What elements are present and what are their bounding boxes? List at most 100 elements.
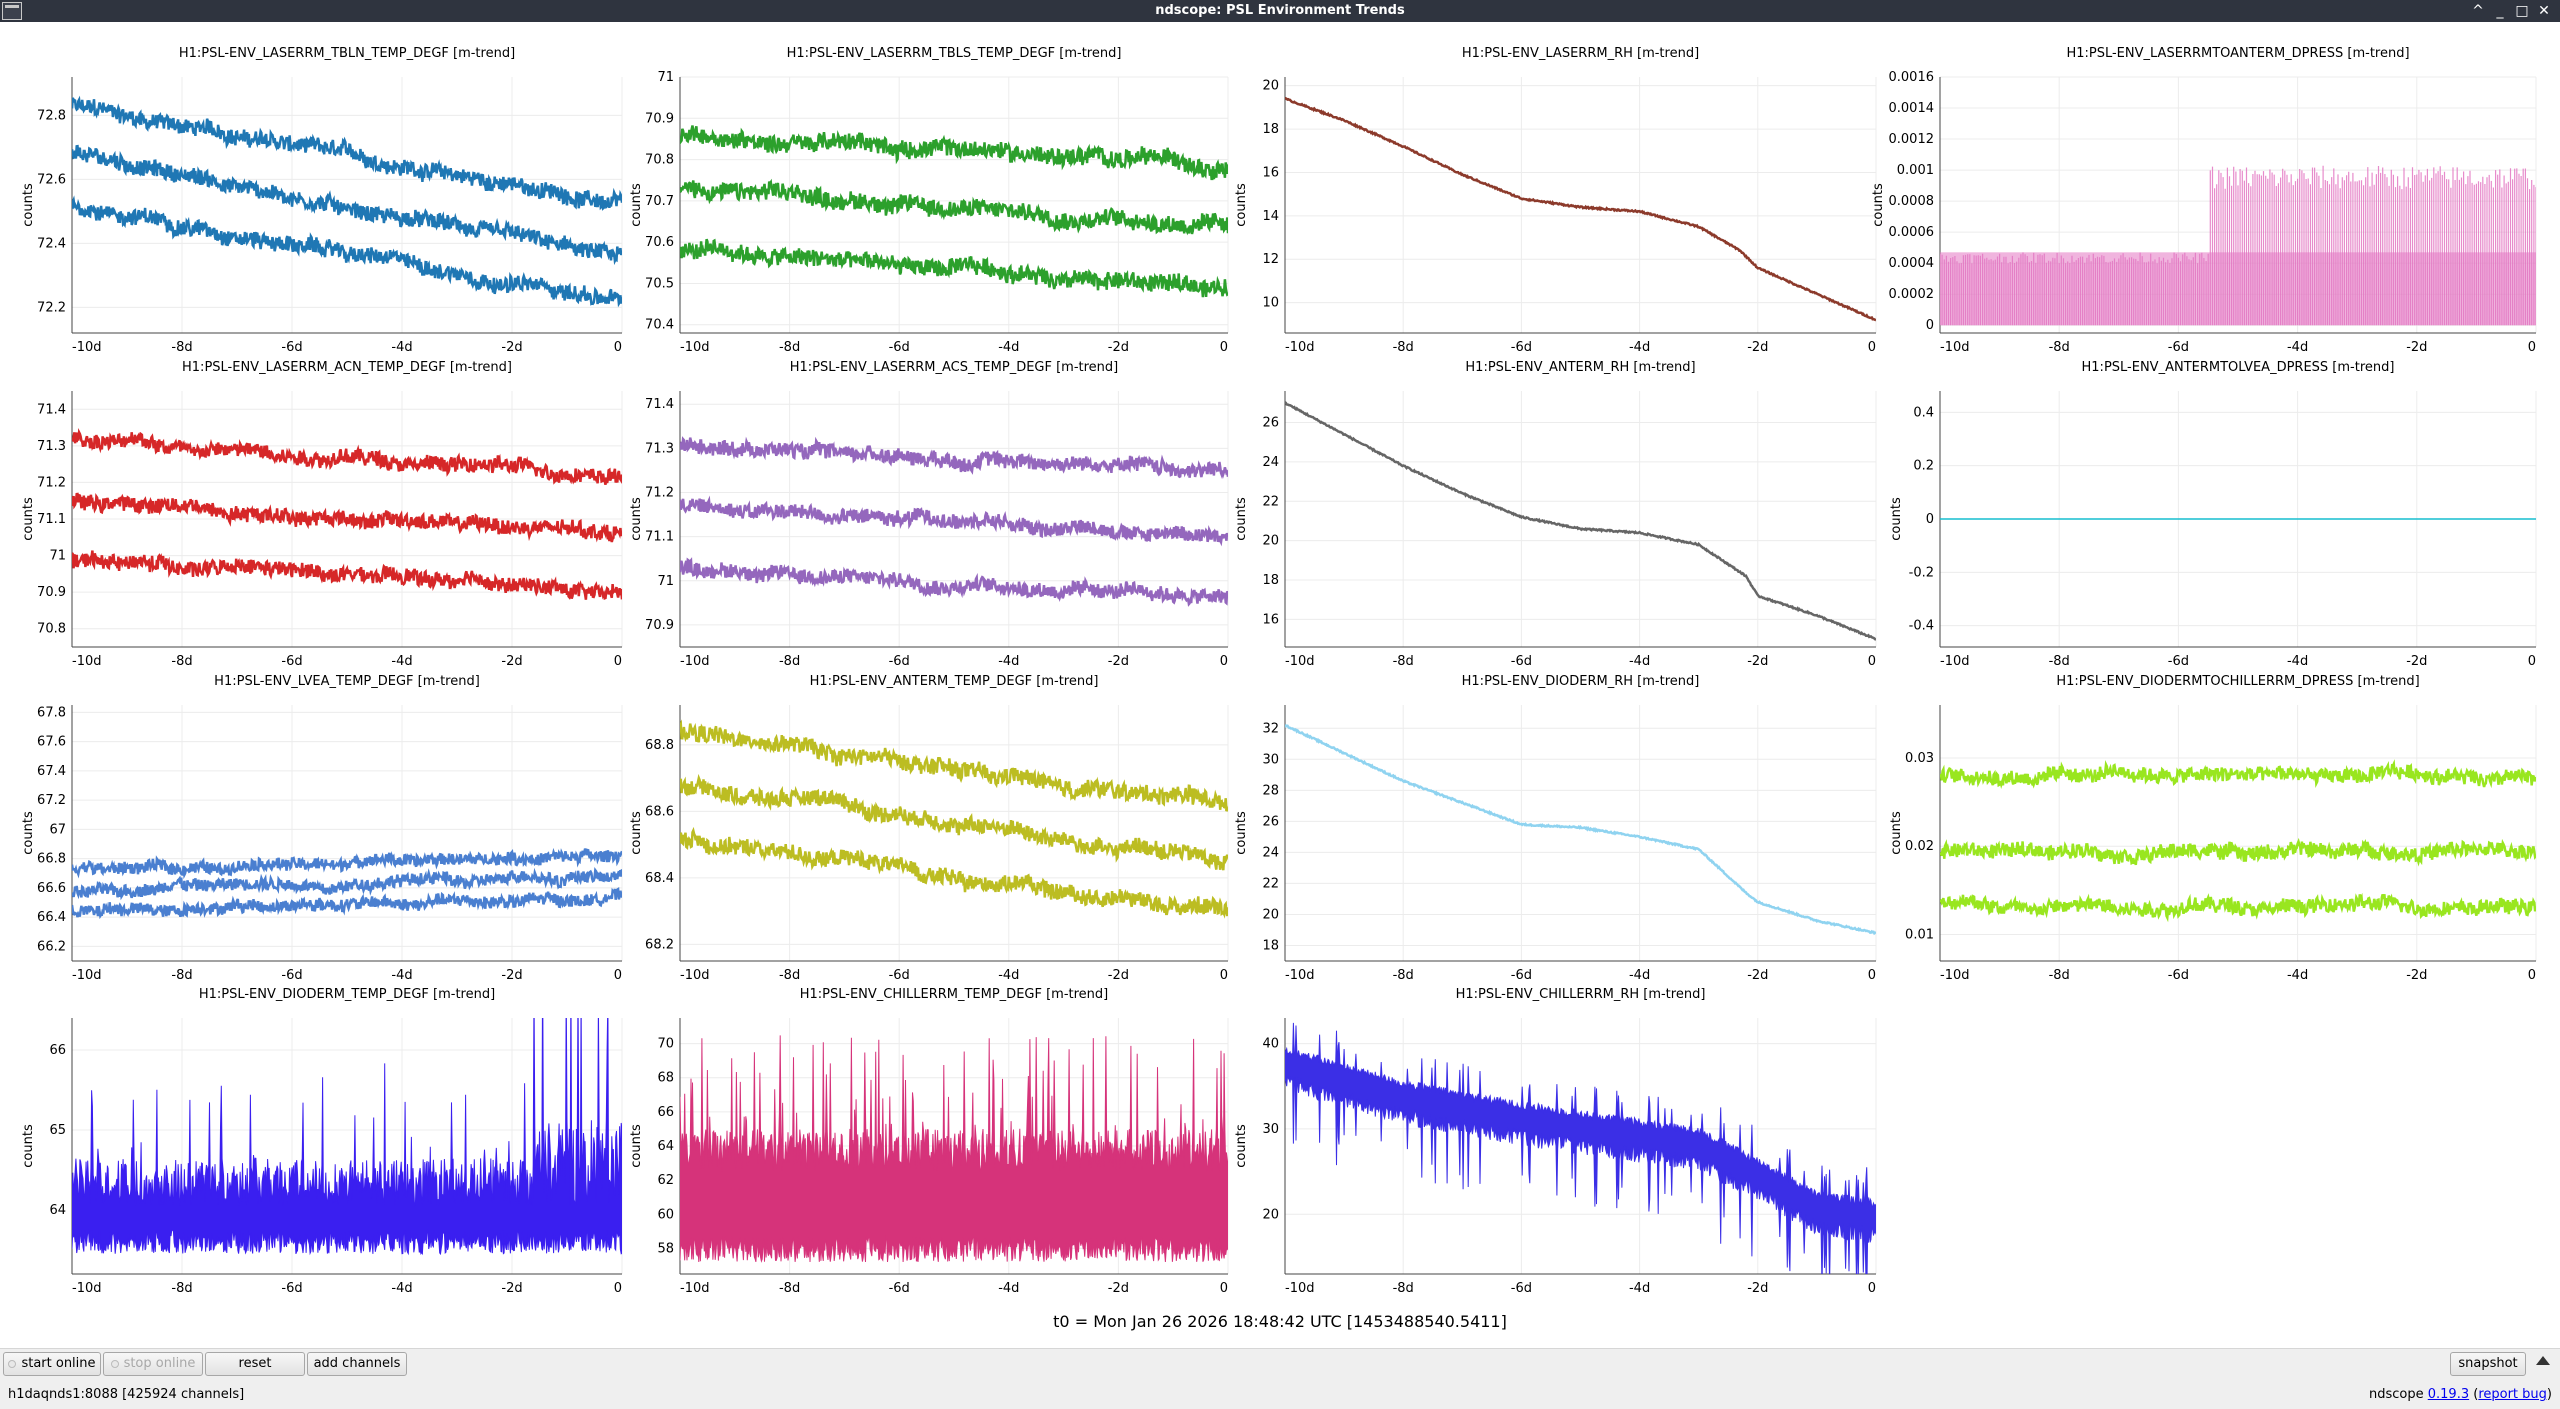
trend-plot[interactable]: H1:PSL-ENV_DIODERM_TEMP_DEGF [m-trend] -1… [21, 964, 623, 1296]
plot-grid[interactable]: H1:PSL-ENV_LASERRM_TBLN_TEMP_DEGF [m-tre… [0, 22, 2560, 1348]
x-tick-label: -6d [889, 654, 910, 669]
trend-plot[interactable]: H1:PSL-ENV_LASERRM_RH [m-trend] -10d -8d -6… [1234, 46, 1877, 355]
series-trace [72, 887, 622, 920]
x-tick-label: -2d [1108, 654, 1129, 669]
y-tick-label: 66.4 [37, 910, 66, 925]
window-titlebar: ndscope: PSL Environment Trends ^ _ □ ✕ [0, 0, 2560, 22]
plot-title: H1:PSL-ENV_LASERRM_ACN_TEMP_DEGF [m-tren… [182, 360, 512, 375]
add-channels-button[interactable]: add channels [307, 1352, 407, 1376]
x-tick-label: -8d [779, 968, 800, 983]
x-tick-label: -4d [2287, 654, 2308, 669]
x-tick-label: 0 [2528, 654, 2536, 669]
x-tick-label: -4d [391, 1281, 412, 1296]
y-tick-label: 70.7 [645, 194, 674, 209]
x-tick-label: -10d [680, 340, 710, 355]
series-trace [680, 557, 1228, 607]
y-tick-label: 71.4 [645, 397, 674, 412]
y-axis-label: counts [21, 1124, 36, 1168]
app-window-icon[interactable] [2, 2, 22, 20]
y-tick-label: 0.0004 [1889, 256, 1935, 271]
report-bug-link[interactable]: report bug [2478, 1387, 2547, 1402]
y-tick-label: 12 [1262, 252, 1279, 267]
y-tick-label: 70.4 [645, 318, 674, 333]
y-axis-label: counts [629, 497, 644, 541]
y-tick-label: 64 [657, 1139, 674, 1154]
y-axis-label: counts [21, 497, 36, 541]
y-tick-label: 70.5 [645, 276, 674, 291]
series-trace [680, 125, 1228, 181]
series-trace [680, 178, 1228, 236]
y-tick-label: 14 [1262, 209, 1279, 224]
y-tick-label: 65 [49, 1123, 66, 1138]
trend-plot[interactable]: H1:PSL-ENV_ANTERMTOLVEA_DPRESS [m-trend]… [1889, 360, 2537, 669]
trend-plot[interactable]: H1:PSL-ENV_LASERRMTOANTERM_DPRESS [m-tre… [1871, 46, 2537, 355]
x-tick-label: -2d [501, 968, 522, 983]
plot-title: H1:PSL-ENV_LASERRM_TBLN_TEMP_DEGF [m-tre… [179, 46, 515, 61]
x-tick-label: -6d [889, 968, 910, 983]
x-tick-label: -10d [1285, 340, 1315, 355]
series-trace [72, 95, 622, 211]
x-tick-label: -2d [501, 340, 522, 355]
start-online-button[interactable]: start online [3, 1352, 101, 1376]
y-tick-label: 68.6 [645, 804, 674, 819]
y-tick-label: 71.1 [645, 530, 674, 545]
trend-plot[interactable]: H1:PSL-ENV_CHILLERRM_TEMP_DEGF [m-trend]… [629, 987, 1229, 1296]
version-link[interactable]: 0.19.3 [2427, 1387, 2470, 1402]
online-indicator-icon [8, 1359, 17, 1368]
x-tick-label: -6d [281, 1281, 302, 1296]
trend-plot[interactable]: H1:PSL-ENV_DIODERM_RH [m-trend] -10d -8d -6… [1234, 674, 1877, 983]
y-tick-label: 22 [1262, 494, 1279, 509]
reset-button[interactable]: reset [205, 1352, 305, 1376]
close-icon[interactable]: ✕ [2538, 3, 2550, 19]
x-tick-label: -2d [501, 1281, 522, 1296]
series-trace [72, 550, 622, 600]
shade-icon[interactable]: ^ [2472, 3, 2484, 19]
x-tick-label: -10d [1285, 1281, 1315, 1296]
plot-title: H1:PSL-ENV_ANTERM_RH [m-trend] [1465, 360, 1695, 375]
series-trace [680, 495, 1228, 547]
x-tick-label: -10d [1285, 654, 1315, 669]
minimize-icon[interactable]: _ [2496, 3, 2504, 19]
y-tick-label: 0.0014 [1889, 101, 1935, 116]
plots-canvas[interactable]: H1:PSL-ENV_LASERRM_TBLN_TEMP_DEGF [m-tre… [0, 22, 2560, 1312]
x-tick-label: -10d [1940, 654, 1970, 669]
x-tick-label: -8d [1393, 654, 1414, 669]
trend-plot[interactable]: H1:PSL-ENV_LVEA_TEMP_DEGF [m-trend] -10d -… [21, 674, 623, 983]
trend-plot[interactable]: H1:PSL-ENV_ANTERM_RH [m-trend] -10d -8d -6d… [1234, 360, 1877, 669]
maximize-icon[interactable]: □ [2515, 3, 2529, 19]
plot-title: H1:PSL-ENV_LASERRM_TBLS_TEMP_DEGF [m-tre… [787, 46, 1122, 61]
x-tick-label: -6d [1511, 968, 1532, 983]
y-tick-label: 66 [657, 1105, 674, 1120]
y-tick-label: 10 [1262, 296, 1279, 311]
y-tick-label: 0.0016 [1889, 70, 1935, 85]
x-tick-label: -4d [998, 968, 1019, 983]
snapshot-button[interactable]: snapshot [2450, 1352, 2526, 1376]
y-tick-label: 0.03 [1905, 751, 1934, 766]
y-tick-label: 18 [1262, 573, 1279, 588]
collapse-icon[interactable] [2536, 1356, 2550, 1365]
x-tick-label: -6d [281, 968, 302, 983]
trend-plot[interactable]: H1:PSL-ENV_LASERRM_TBLS_TEMP_DEGF [m-tre… [629, 46, 1229, 355]
x-tick-label: -2d [1747, 1281, 1768, 1296]
x-tick-label: -4d [1629, 968, 1650, 983]
plot-title: H1:PSL-ENV_CHILLERRM_RH [m-trend] [1456, 987, 1706, 1002]
x-tick-label: -4d [391, 654, 412, 669]
trend-plot[interactable]: H1:PSL-ENV_LASERRM_ACS_TEMP_DEGF [m-tren… [629, 360, 1229, 669]
x-tick-label: 0 [1868, 1281, 1876, 1296]
trend-plot[interactable]: H1:PSL-ENV_LASERRM_ACN_TEMP_DEGF [m-tren… [21, 360, 623, 669]
trend-plot[interactable]: H1:PSL-ENV_DIODERMTOCHILLERRM_DPRESS [m-… [1889, 674, 2537, 983]
x-tick-label: -4d [1629, 654, 1650, 669]
y-tick-label: 70.9 [645, 618, 674, 633]
x-tick-label: -4d [998, 1281, 1019, 1296]
y-tick-label: 24 [1262, 455, 1279, 470]
plot-title: H1:PSL-ENV_ANTERM_TEMP_DEGF [m-trend] [810, 674, 1099, 689]
trend-plot[interactable]: H1:PSL-ENV_LASERRM_TBLN_TEMP_DEGF [m-tre… [21, 46, 623, 355]
y-tick-label: 67.4 [37, 764, 66, 779]
x-tick-label: 0 [2528, 340, 2536, 355]
trend-plot[interactable]: H1:PSL-ENV_ANTERM_TEMP_DEGF [m-trend] -10… [629, 674, 1229, 983]
x-tick-label: -6d [889, 1281, 910, 1296]
x-tick-label: -4d [1629, 340, 1650, 355]
y-tick-label: 70.6 [645, 235, 674, 250]
y-tick-label: 0 [1926, 318, 1934, 333]
trend-plot[interactable]: H1:PSL-ENV_CHILLERRM_RH [m-trend] -10d -8d… [1234, 987, 1877, 1304]
